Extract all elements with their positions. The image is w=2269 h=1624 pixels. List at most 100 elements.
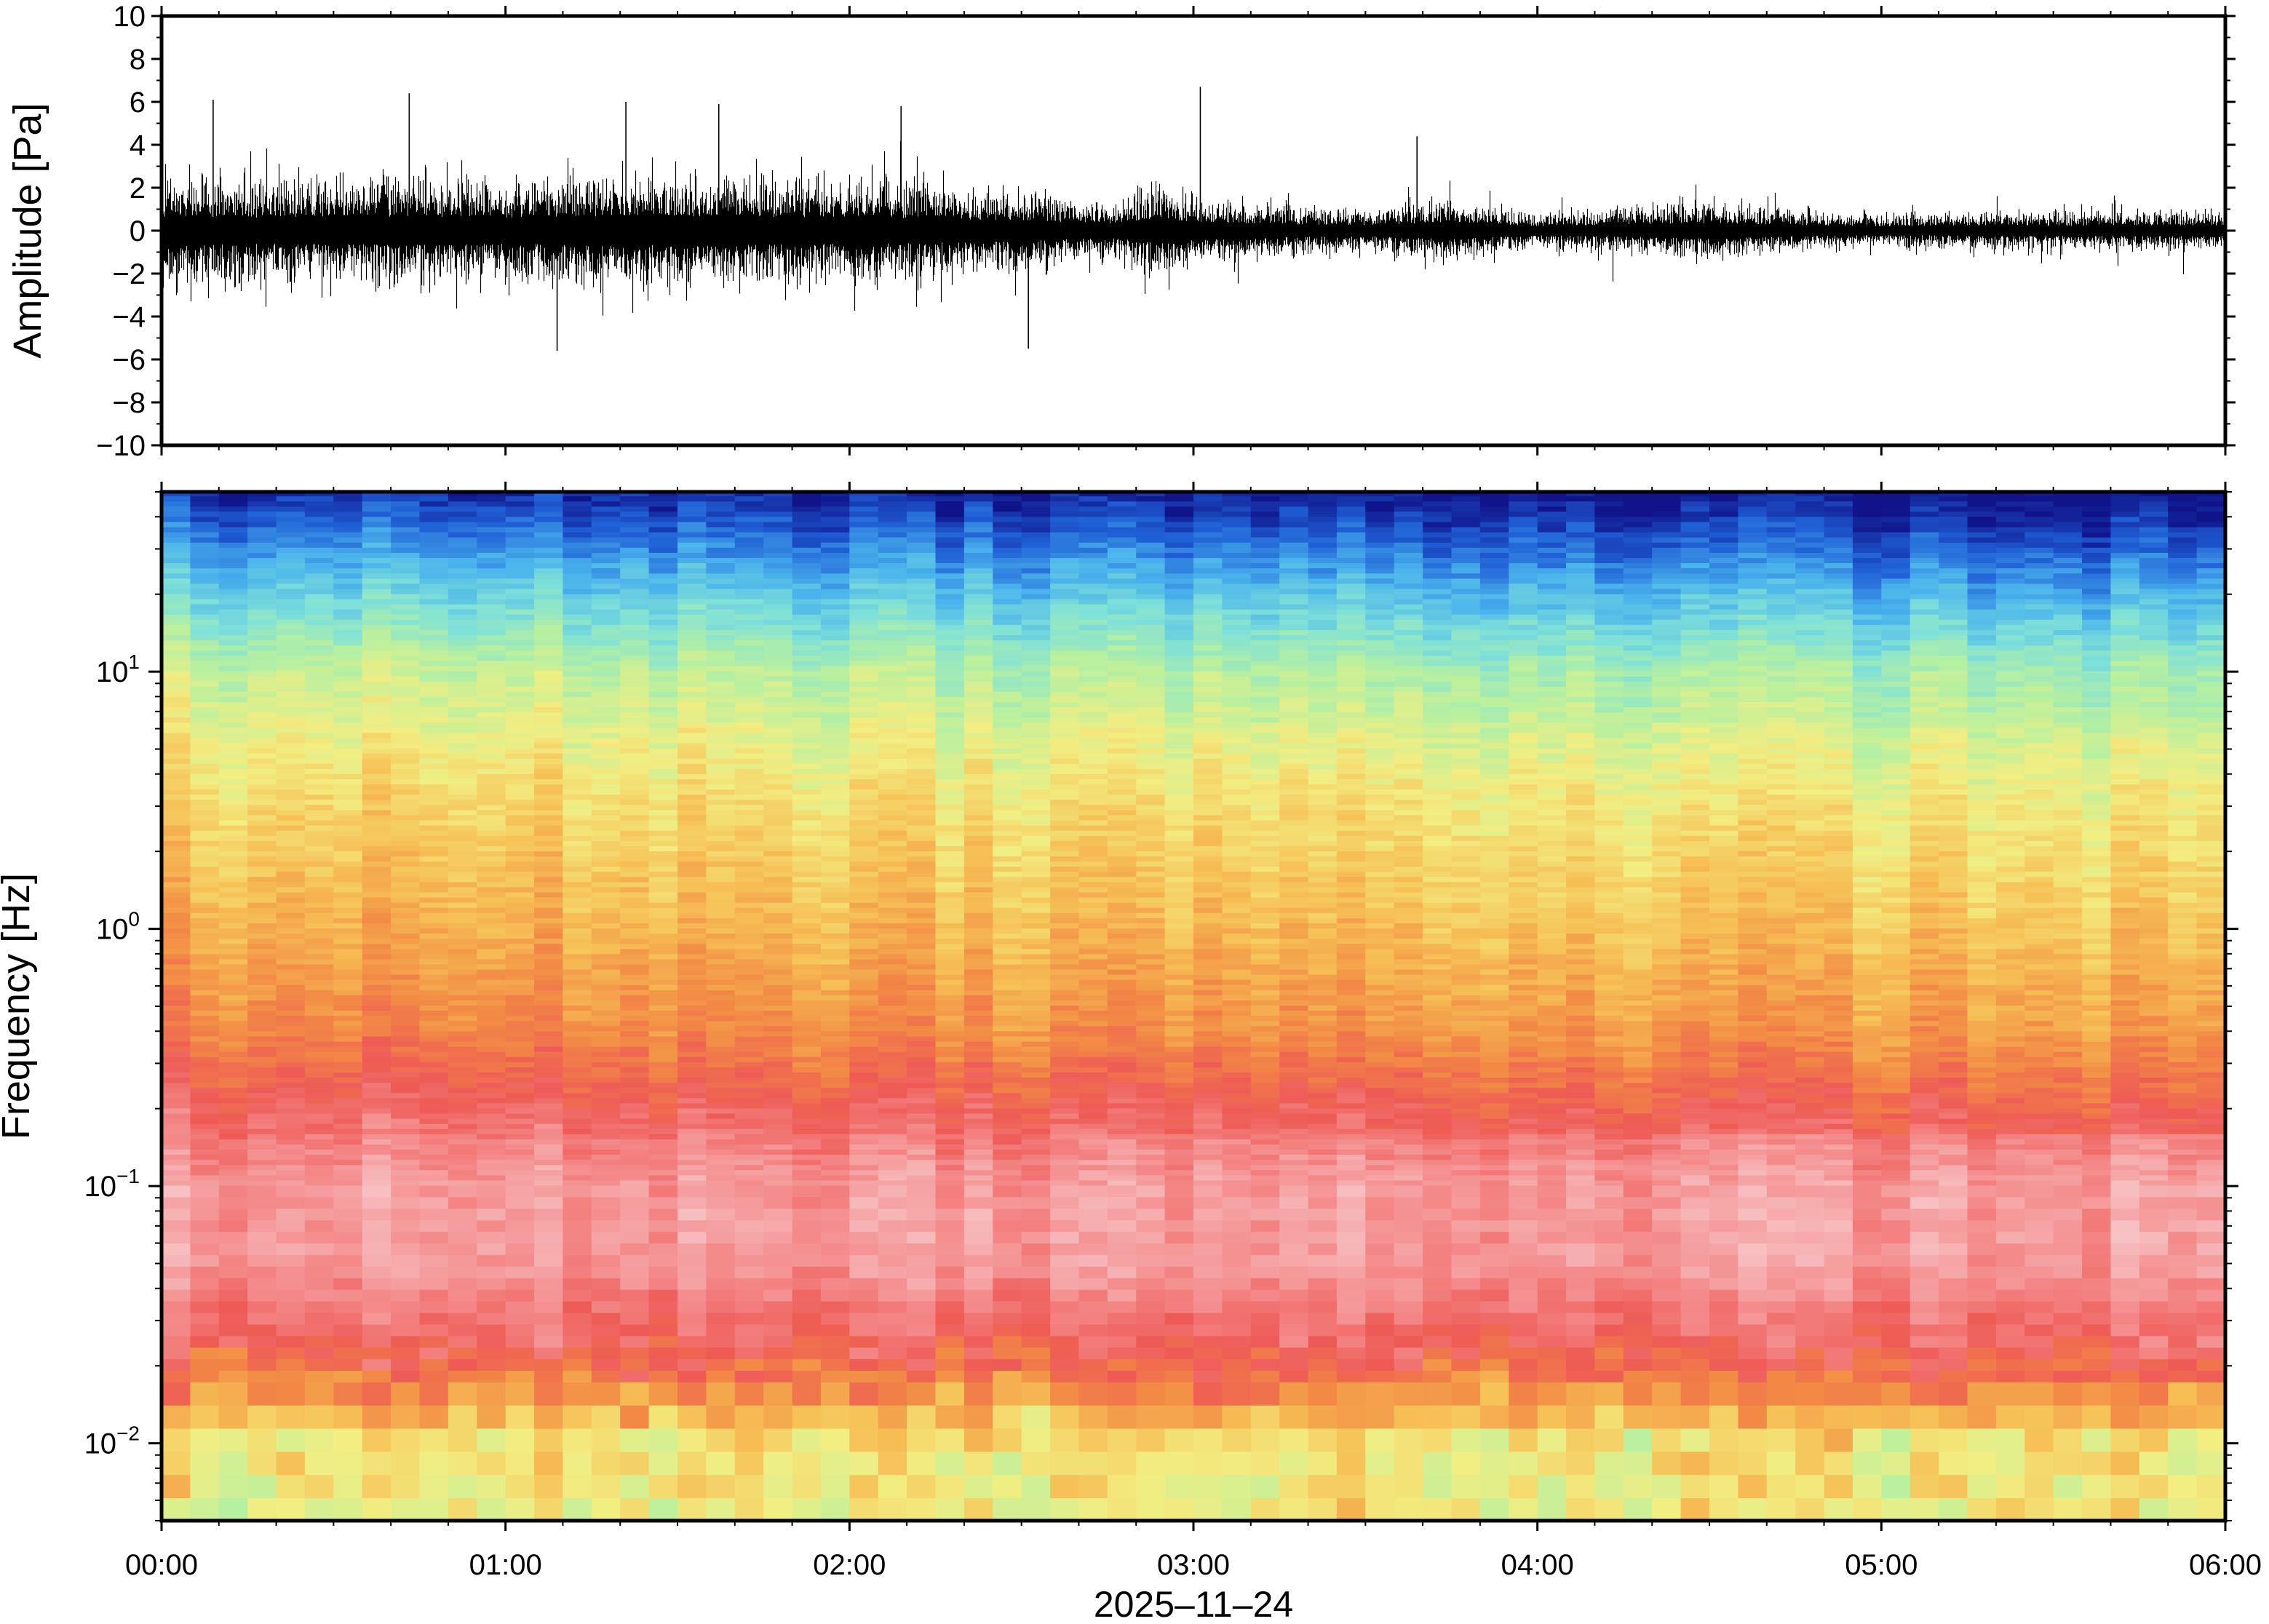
- spectrogram-cell: [362, 866, 392, 872]
- spectrogram-cell: [993, 943, 1022, 950]
- spectrogram-cell: [993, 1370, 1022, 1382]
- spectrogram-cell: [563, 763, 592, 769]
- spectrogram-cell: [362, 680, 392, 687]
- spectrogram-cell: [162, 1370, 191, 1382]
- spectrogram-cell: [878, 784, 907, 790]
- spectrogram-cell: [591, 799, 621, 805]
- spectrogram-cell: [448, 1254, 478, 1267]
- spectrogram-cell: [648, 665, 678, 672]
- spectrogram-cell: [333, 1312, 363, 1325]
- spectrogram-cell: [534, 536, 564, 543]
- spectrogram-cell: [792, 799, 822, 805]
- spectrogram-cell: [362, 1370, 392, 1382]
- spectrogram-cell: [1021, 747, 1051, 754]
- spectrogram-cell: [362, 1139, 392, 1145]
- spectrogram-cell: [935, 1046, 965, 1052]
- spectrogram-cell: [878, 680, 907, 687]
- spectrogram-cell: [963, 974, 994, 980]
- spectrogram-cell: [304, 763, 335, 769]
- spectrogram-cell: [591, 984, 621, 990]
- spectrogram-cell: [477, 861, 506, 867]
- spectrogram-cell: [333, 531, 363, 538]
- spectrogram-cell: [849, 722, 879, 728]
- spectrogram-cell: [333, 521, 363, 528]
- spectrogram-cell: [419, 845, 449, 851]
- spectrogram-cell: [677, 640, 707, 646]
- spectrogram-cell: [677, 1112, 707, 1119]
- spectrogram-cell: [448, 943, 478, 950]
- spectrogram-cell: [677, 876, 707, 883]
- spectrogram-cell: [276, 963, 306, 970]
- spectrogram-cell: [276, 938, 306, 944]
- spectrogram-cell: [878, 552, 907, 558]
- spectrogram-cell: [162, 1289, 191, 1302]
- spectrogram-cell: [304, 624, 335, 630]
- spectrogram-cell: [563, 923, 592, 928]
- spectrogram-cell: [677, 912, 707, 918]
- spectrogram-cell: [190, 629, 220, 635]
- spectrogram-cell: [878, 1451, 907, 1476]
- spectrogram-cell: [276, 732, 306, 739]
- spectrogram-cell: [677, 1097, 707, 1104]
- spectrogram-cell: [820, 562, 851, 569]
- spectrogram-cell: [477, 1139, 506, 1145]
- spectrogram-cell: [963, 928, 994, 934]
- spectrogram-cell: [907, 1030, 937, 1037]
- spectrogram-cell: [907, 737, 937, 744]
- spectrogram-cell: [591, 1144, 621, 1150]
- spectrogram-cell: [648, 629, 678, 635]
- spectrogram-cell: [878, 1082, 907, 1088]
- spectrogram-cell: [162, 557, 191, 563]
- spectrogram-cell: [907, 974, 937, 980]
- spectrogram-cell: [993, 1067, 1022, 1072]
- spectrogram-cell: [878, 598, 907, 605]
- spectrogram-cell: [878, 901, 907, 908]
- spectrogram-cell: [993, 1077, 1022, 1083]
- spectrogram-cell: [534, 1035, 564, 1042]
- spectrogram-cell: [706, 768, 736, 774]
- spectrogram-cell: [333, 928, 363, 934]
- spectrogram-cell: [362, 809, 392, 816]
- spectrogram-cell: [304, 1404, 335, 1429]
- spectrogram-cell: [849, 1358, 879, 1371]
- spectrogram-cell: [620, 984, 650, 990]
- spectrogram-cell: [333, 794, 363, 800]
- spectrogram-cell: [993, 562, 1022, 569]
- spectrogram-cell: [849, 727, 879, 733]
- spectrogram-cell: [792, 943, 822, 950]
- spectrogram-cell: [878, 1169, 907, 1176]
- spectrogram-cell: [993, 881, 1022, 888]
- spectrogram-cell: [218, 696, 248, 702]
- spectrogram-cell: [820, 613, 851, 620]
- spectrogram-cell: [563, 1025, 592, 1032]
- spectrogram-cell: [333, 1358, 363, 1371]
- spectrogram-cell: [820, 1056, 851, 1062]
- spectrogram-cell: [677, 675, 707, 682]
- spectrogram-cell: [706, 603, 736, 610]
- spectrogram-cell: [362, 799, 392, 805]
- spectrogram-cell: [706, 1254, 736, 1267]
- spectrogram-cell: [362, 963, 392, 970]
- spectrogram-cell: [591, 1046, 621, 1052]
- spectrogram-cell: [218, 851, 248, 856]
- spectrogram-cell: [763, 1208, 793, 1221]
- spectrogram-cell: [1021, 1025, 1051, 1032]
- spectrogram-cell: [935, 861, 965, 867]
- spectrogram-cell: [448, 578, 478, 584]
- spectrogram-cell: [763, 1428, 793, 1452]
- spectrogram-cell: [993, 896, 1022, 903]
- spectrogram-cell: [304, 557, 335, 563]
- spectrogram-cell: [878, 1010, 907, 1016]
- spectrogram-cell: [505, 501, 535, 507]
- spectrogram-cell: [419, 829, 449, 836]
- spectrogram-cell: [362, 717, 392, 723]
- spectrogram-cell: [534, 948, 564, 955]
- spectrogram-cell: [563, 789, 592, 795]
- spectrogram-cell: [706, 891, 736, 898]
- spectrogram-cell: [333, 552, 363, 558]
- spectrogram-cell: [878, 1102, 907, 1109]
- spectrogram-cell: [362, 1030, 392, 1037]
- spectrogram-cell: [333, 1097, 363, 1104]
- spectrogram-cell: [190, 1035, 220, 1042]
